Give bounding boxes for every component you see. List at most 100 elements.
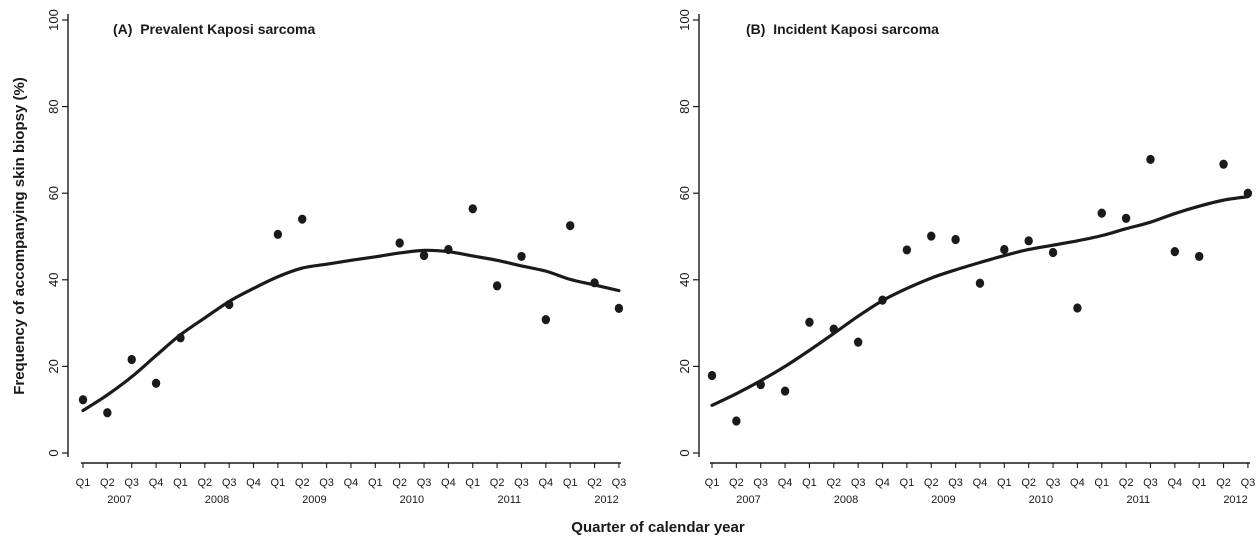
- x-tick-label: Q2: [1216, 477, 1231, 489]
- x-tick-label: Q1: [465, 477, 480, 489]
- x-tick-label: Q3: [1241, 477, 1256, 489]
- year-label: 2011: [1126, 494, 1150, 506]
- y-axis-label: Frequency of accompanying skin biopsy (%…: [11, 77, 28, 395]
- year-label: 2007: [736, 494, 760, 506]
- y-tick-label: 40: [46, 273, 61, 287]
- data-point: [395, 238, 404, 248]
- x-tick-label: Q4: [973, 477, 988, 489]
- x-tick-label: Q2: [924, 477, 939, 489]
- data-point: [103, 408, 112, 418]
- x-tick-label: Q1: [1094, 477, 1109, 489]
- x-tick-label: Q4: [875, 477, 890, 489]
- data-point: [614, 303, 624, 313]
- data-point: [878, 295, 887, 305]
- x-axis-label: Quarter of calendar year: [571, 519, 745, 536]
- data-point: [951, 234, 960, 245]
- y-tick-label: 80: [46, 99, 61, 113]
- data-point: [1219, 159, 1228, 169]
- data-point: [1121, 213, 1131, 223]
- data-point: [419, 250, 429, 261]
- year-label: 2009: [302, 494, 326, 506]
- x-tick-label: Q3: [514, 477, 529, 489]
- fit-line: [710, 195, 1250, 407]
- x-tick-label: Q4: [441, 477, 456, 489]
- x-tick-label: Q1: [368, 477, 383, 489]
- year-label: 2010: [1029, 494, 1053, 506]
- data-point: [517, 251, 526, 262]
- fit-line: [81, 248, 621, 413]
- y-tick-label: 100: [677, 9, 692, 31]
- year-label: 2011: [497, 494, 521, 506]
- data-point: [780, 386, 790, 396]
- y-tick-label: 0: [677, 449, 692, 456]
- data-point: [444, 244, 453, 255]
- x-tick-label: Q3: [612, 477, 627, 489]
- y-tick-label: 0: [46, 449, 61, 456]
- x-tick-label: Q2: [295, 477, 310, 489]
- x-tick-label: Q1: [705, 477, 720, 489]
- x-tick-label: Q2: [587, 477, 602, 489]
- x-tick-label: Q2: [392, 477, 407, 489]
- y-tick-label: 20: [46, 359, 61, 373]
- data-point: [298, 214, 307, 224]
- data-point: [1024, 236, 1033, 246]
- x-tick-label: Q1: [563, 477, 578, 489]
- y-tick-label: 60: [46, 186, 61, 200]
- data-point: [78, 395, 88, 405]
- data-point: [829, 324, 838, 334]
- x-tick-label: Q2: [1119, 477, 1134, 489]
- panel-b: 0 20 40 60 80 100 Q1 Q2 Q3 Q4 Q1 Q2 Q3 Q4 Q1 Q2 Q3 Q4 Q1 Q2…: [677, 9, 1255, 506]
- data-point: [1146, 154, 1155, 165]
- x-tick-label: Q4: [344, 477, 359, 489]
- panel-a: 0 20 40 60 80 100 Q1 Q2 Q3 Q4 Q1 Q2 Q3 Q4 Q1 Q2 Q3 Q4 Q1 Q2…: [46, 9, 626, 506]
- x-tick-label: Q3: [753, 477, 768, 489]
- data-point: [805, 317, 814, 327]
- x-tick-label: Q3: [222, 477, 237, 489]
- data-point: [566, 221, 575, 231]
- year-label: 2007: [107, 494, 131, 506]
- y-tick-label: 60: [677, 186, 692, 200]
- data-point: [1073, 303, 1082, 313]
- x-tick-label: Q4: [778, 477, 793, 489]
- x-tick-label: Q1: [1192, 477, 1207, 489]
- x-tick-label: Q2: [729, 477, 744, 489]
- y-tick-label: 20: [677, 359, 692, 373]
- data-point: [1000, 244, 1009, 255]
- year-label: 2012: [1223, 494, 1247, 506]
- data-point: [1048, 247, 1058, 258]
- year-label: 2010: [400, 494, 424, 506]
- x-tick-label: Q1: [173, 477, 188, 489]
- x-tick-label: Q1: [271, 477, 286, 489]
- x-tick-label: Q2: [197, 477, 212, 489]
- x-tick-label: Q2: [100, 477, 115, 489]
- data-point: [707, 370, 717, 381]
- data-point: [273, 229, 283, 239]
- data-point: [468, 204, 477, 214]
- y-tick-label: 40: [677, 273, 692, 287]
- x-tick-label: Q2: [1021, 477, 1036, 489]
- x-tick-label: Q1: [997, 477, 1012, 489]
- y-tick-label: 100: [46, 9, 61, 31]
- x-tick-label: Q3: [1143, 477, 1158, 489]
- x-tick-label: Q3: [124, 477, 139, 489]
- data-point: [1097, 208, 1106, 218]
- x-tick-label: Q4: [538, 477, 553, 489]
- year-label: 2008: [205, 494, 229, 506]
- data-point: [492, 281, 502, 291]
- data-point: [902, 245, 912, 255]
- year-label: 2012: [594, 494, 618, 506]
- x-tick-label: Q2: [490, 477, 505, 489]
- x-tick-label: Q2: [826, 477, 841, 489]
- panel-title: (A) Prevalent Kaposi sarcoma: [113, 21, 316, 37]
- x-tick-label: Q4: [1070, 477, 1085, 489]
- x-tick-label: Q1: [76, 477, 91, 489]
- data-point: [176, 333, 185, 343]
- x-tick-label: Q4: [1167, 477, 1182, 489]
- x-tick-label: Q4: [149, 477, 164, 489]
- year-label: 2008: [834, 494, 858, 506]
- data-point: [927, 231, 936, 241]
- panel-title: (B) Incident Kaposi sarcoma: [746, 21, 939, 37]
- data-point: [1195, 251, 1204, 262]
